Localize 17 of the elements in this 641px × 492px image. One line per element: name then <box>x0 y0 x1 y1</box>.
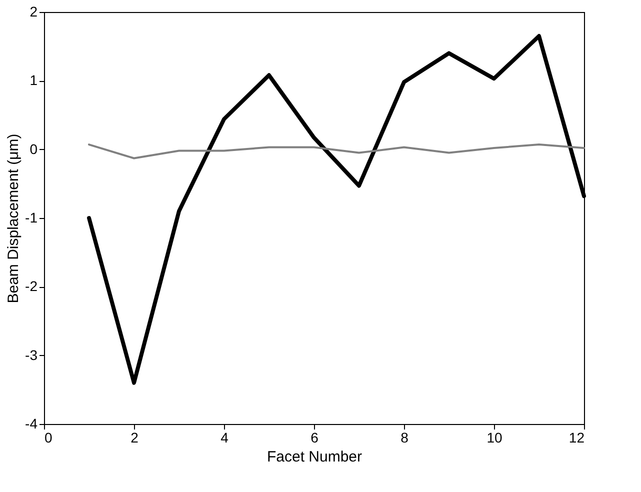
y-tick-label: -1 <box>25 210 38 226</box>
y-tick-label: 0 <box>30 140 38 157</box>
x-axis-title: Facet Number <box>266 448 362 466</box>
x-tick-label: 4 <box>220 430 229 446</box>
y-tick-label: 2 <box>30 4 38 20</box>
y-tick-label: -2 <box>25 278 38 294</box>
line-series <box>88 144 585 160</box>
x-tick-label: 0 <box>44 430 52 446</box>
y-tick-label: -4 <box>25 416 38 432</box>
x-tick-label: 12 <box>568 430 585 446</box>
x-tick-label: 10 <box>486 430 502 446</box>
y-tick-label: -3 <box>25 346 38 363</box>
x-tick-label: 2 <box>130 430 139 446</box>
x-tick-label: 6 <box>310 430 319 446</box>
y-tick-label: 1 <box>30 72 38 88</box>
x-tick-label: 8 <box>400 430 409 446</box>
y-axis-title: Beam Displacement (μm) <box>5 134 22 304</box>
